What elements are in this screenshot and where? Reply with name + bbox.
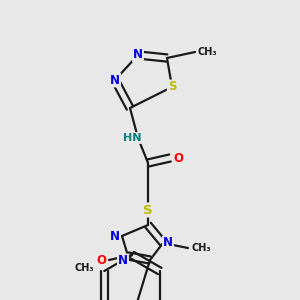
Text: CH₃: CH₃ <box>198 47 218 57</box>
Text: S: S <box>168 80 176 94</box>
Text: O: O <box>173 152 183 164</box>
Text: N: N <box>110 74 120 86</box>
Text: HN: HN <box>123 133 141 143</box>
Text: CH₃: CH₃ <box>74 263 94 273</box>
Text: N: N <box>133 49 143 62</box>
Text: N: N <box>118 254 128 268</box>
Text: N: N <box>110 230 120 242</box>
Text: O: O <box>96 254 106 266</box>
Text: S: S <box>143 203 153 217</box>
Text: N: N <box>163 236 173 250</box>
Text: CH₃: CH₃ <box>191 243 211 253</box>
